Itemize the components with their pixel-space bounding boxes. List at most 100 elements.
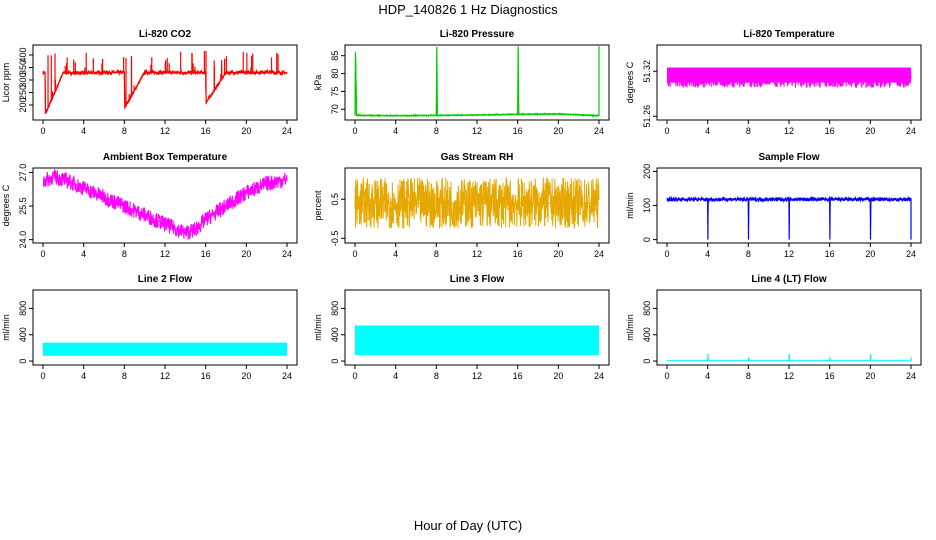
x-tick-label: 4 <box>705 126 710 136</box>
plot-frame <box>32 44 298 121</box>
y-tick-label: 800 <box>330 301 340 316</box>
x-tick-label: 24 <box>594 249 604 259</box>
y-tick-label: 85 <box>330 51 340 61</box>
panel-title: Sample Flow <box>758 152 819 163</box>
x-axis-title: Hour of Day (UTC) <box>413 518 523 533</box>
y-tick-label: 0 <box>642 359 652 364</box>
x-tick-label: 20 <box>241 249 251 259</box>
y-tick-label: 51.32 <box>642 60 652 83</box>
data-band <box>355 325 599 356</box>
y-tick-label: 200 <box>18 97 28 112</box>
x-tick-label: 20 <box>553 249 563 259</box>
x-tick-label: 8 <box>434 371 439 381</box>
x-tick-label: 0 <box>40 249 45 259</box>
series-line <box>42 176 288 234</box>
y-tick-label: 0 <box>18 359 28 364</box>
x-tick-label: 12 <box>784 371 794 381</box>
y-axis-label: ml/min <box>625 192 635 219</box>
x-tick-label: 0 <box>352 126 357 136</box>
y-tick-label: 70 <box>330 104 340 114</box>
series-noise <box>42 68 288 115</box>
series-noise <box>42 169 288 240</box>
x-tick-label: 24 <box>594 371 604 381</box>
x-tick-label: 12 <box>160 249 170 259</box>
series-line <box>667 198 912 240</box>
panel-title: Li-820 Temperature <box>743 29 835 40</box>
y-tick-label: 0 <box>330 359 340 364</box>
x-tick-label: 0 <box>664 371 669 381</box>
x-tick-label: 4 <box>393 249 398 259</box>
x-tick-label: 20 <box>865 249 875 259</box>
x-tick-label: 24 <box>906 249 916 259</box>
x-tick-label: 8 <box>122 249 127 259</box>
panel-title: Gas Stream RH <box>441 152 514 163</box>
x-tick-label: 12 <box>784 126 794 136</box>
x-tick-label: 16 <box>513 371 523 381</box>
panel-title: Ambient Box Temperature <box>103 152 228 163</box>
y-tick-label: 24.0 <box>18 231 28 249</box>
x-tick-label: 12 <box>784 249 794 259</box>
x-tick-label: 0 <box>664 126 669 136</box>
x-tick-label: 16 <box>201 371 211 381</box>
y-axis-label: kPa <box>313 75 323 91</box>
series-line <box>354 46 600 117</box>
figure-title: HDP_140826 1 Hz Diagnostics <box>378 2 558 17</box>
y-tick-label: 0.5 <box>330 193 340 206</box>
y-axis-label: Licor ppm <box>1 63 11 103</box>
y-axis-label: ml/min <box>625 314 635 341</box>
x-tick-label: 20 <box>865 126 875 136</box>
panel-8: Line 4 (LT) Flow ml/min 0 4 8 12 16 20 24 0 400 800 <box>625 274 922 381</box>
y-axis-label: ml/min <box>313 314 323 341</box>
y-tick-label: 200 <box>642 164 652 179</box>
panel-0: Li-820 CO2 Licor ppm 0 4 8 12 16 20 24 2002503003… <box>1 29 298 136</box>
panel-3: Ambient Box Temperature degrees C 0 4 8 12 16 2… <box>1 152 298 259</box>
series-line <box>667 353 912 362</box>
y-tick-label: -0.5 <box>330 231 340 247</box>
panel-title: Li-820 Pressure <box>440 29 515 40</box>
x-tick-label: 24 <box>282 126 292 136</box>
panel-title: Line 2 Flow <box>138 274 193 285</box>
y-tick-label: 800 <box>642 301 652 316</box>
x-tick-label: 20 <box>241 371 251 381</box>
y-tick-label: 400 <box>18 327 28 342</box>
y-tick-label: 400 <box>330 327 340 342</box>
x-tick-label: 24 <box>906 371 916 381</box>
panel-7: Line 3 Flow ml/min 0 4 8 12 16 20 24 0 400 800 <box>313 274 610 381</box>
x-tick-label: 12 <box>472 126 482 136</box>
x-tick-label: 16 <box>825 371 835 381</box>
y-tick-label: 400 <box>18 47 28 62</box>
x-tick-label: 8 <box>746 249 751 259</box>
y-tick-label: 25.5 <box>18 197 28 215</box>
x-tick-label: 24 <box>282 371 292 381</box>
y-axis-label: degrees C <box>1 184 11 226</box>
x-tick-label: 4 <box>705 371 710 381</box>
panel-title: Line 3 Flow <box>450 274 505 285</box>
x-tick-label: 20 <box>553 126 563 136</box>
x-tick-label: 20 <box>241 126 251 136</box>
y-axis-label: ml/min <box>1 314 11 341</box>
series-noise <box>354 51 600 118</box>
x-tick-label: 8 <box>746 126 751 136</box>
x-tick-label: 8 <box>434 249 439 259</box>
y-axis-label: percent <box>313 190 323 221</box>
x-tick-label: 16 <box>201 126 211 136</box>
x-tick-label: 16 <box>201 249 211 259</box>
x-tick-label: 4 <box>393 126 398 136</box>
y-tick-label: 400 <box>642 327 652 342</box>
x-tick-label: 12 <box>472 249 482 259</box>
x-tick-label: 4 <box>393 371 398 381</box>
x-tick-label: 4 <box>81 249 86 259</box>
x-tick-label: 20 <box>865 371 875 381</box>
x-tick-label: 4 <box>705 249 710 259</box>
y-tick-label: 51.26 <box>642 105 652 128</box>
y-tick-label: 80 <box>330 69 340 79</box>
panel-6: Line 2 Flow ml/min 0 4 8 12 16 20 24 0 400 800 <box>1 274 298 381</box>
panel-1: Li-820 Pressure kPa 0 4 8 12 16 20 24 70 75 80 85 <box>313 29 610 136</box>
x-tick-label: 16 <box>825 126 835 136</box>
y-tick-label: 300 <box>18 72 28 87</box>
x-tick-label: 24 <box>594 126 604 136</box>
x-tick-label: 24 <box>282 249 292 259</box>
x-tick-label: 12 <box>160 126 170 136</box>
x-tick-label: 24 <box>906 126 916 136</box>
